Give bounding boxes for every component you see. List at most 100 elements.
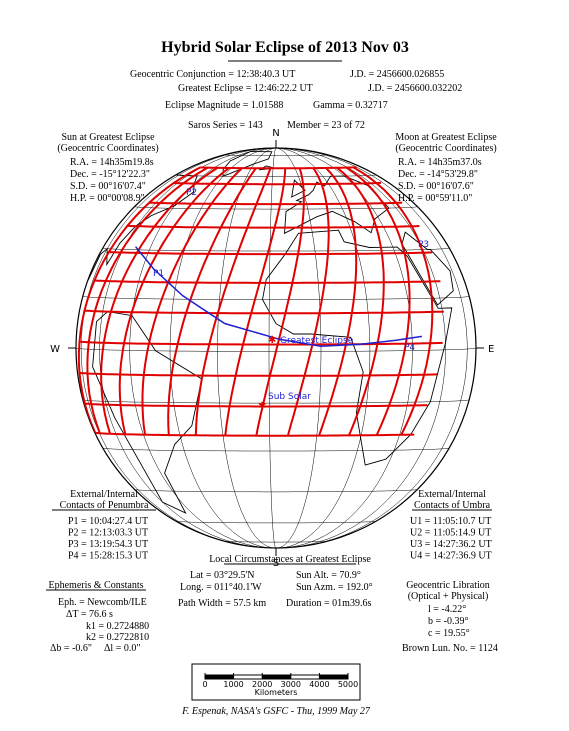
- title-1: (Optical + Physical): [408, 591, 489, 602]
- parallel: [134, 489, 418, 493]
- sub-solar-marker: ✱: [258, 401, 266, 412]
- meridian: [217, 148, 277, 548]
- grid-curve: [94, 279, 441, 284]
- landmass: [401, 231, 454, 306]
- gamma: Gamma = 0.32717: [313, 100, 388, 111]
- rows-1: b = -0.39°: [428, 616, 468, 627]
- parallel: [223, 154, 328, 156]
- title-1: Contacts of Penumbra: [60, 500, 149, 511]
- greatest-jd: J.D. = 2456600.032202: [368, 83, 462, 94]
- parallel: [82, 399, 470, 404]
- grid-curve: [100, 166, 219, 435]
- rows-0: U1 = 11:05:10.7 UT: [410, 516, 491, 527]
- title-0: Sun at Greatest Eclipse: [61, 132, 155, 143]
- rows-3: H.P. = 00°00'08.9": [70, 193, 145, 204]
- footer: F. Espenak, NASA's GSFC - Thu, 1999 May …: [181, 706, 371, 717]
- duration: Duration = 01m39.6s: [286, 598, 371, 609]
- points-1: P2: [186, 188, 197, 198]
- points-2: P3: [418, 240, 429, 250]
- grid-curve: [86, 166, 209, 434]
- points-3: P4: [404, 343, 415, 353]
- grid-curve: [318, 167, 358, 436]
- ticks-5: 5000: [338, 680, 358, 689]
- graticule: [76, 148, 476, 548]
- meridian: [80, 148, 277, 548]
- rows-0: R.A. = 14h35m37.0s: [398, 157, 482, 168]
- landmass: [283, 175, 390, 235]
- title-0: External/Internal: [70, 489, 138, 500]
- south: S: [273, 558, 279, 569]
- rows-3: P4 = 15:28:15.3 UT: [68, 551, 148, 562]
- meridian: [275, 148, 476, 527]
- title-0: Moon at Greatest Eclipse: [395, 132, 497, 143]
- grid-curve: [77, 166, 201, 434]
- title: Hybrid Solar Eclipse of 2013 Nov 03: [161, 39, 409, 56]
- grid-curve: [84, 309, 444, 315]
- scale-bar-segment: [205, 675, 234, 679]
- lat: Lat = 03°29.5'N: [190, 570, 255, 581]
- texts: Hybrid Solar Eclipse of 2013 Nov 03 Geoce…: [49, 39, 498, 717]
- points-0: P1: [153, 269, 164, 279]
- globe: ✱ ✱: [68, 140, 484, 556]
- parallel: [176, 520, 376, 524]
- ticks-4: 4000: [309, 680, 329, 689]
- meridian: [268, 148, 277, 548]
- scale-bar-segment: [262, 675, 291, 679]
- long: Long. = 011°40.1'W: [180, 582, 262, 593]
- parallel: [224, 540, 328, 543]
- meridian: [169, 148, 277, 548]
- meridian: [275, 148, 468, 548]
- east: E: [488, 344, 494, 355]
- title: Ephemeris & Constants: [49, 580, 144, 591]
- title-0: Geocentric Libration: [406, 580, 490, 591]
- subsolar-label: Sub Solar: [268, 392, 311, 402]
- rows-2: P3 = 13:19:54.3 UT: [68, 539, 148, 550]
- meridian: [275, 148, 413, 548]
- grid-curve: [127, 224, 420, 229]
- meridian: [129, 148, 277, 548]
- grid-curve: [79, 371, 438, 377]
- rows-0: l = -4.22°: [428, 604, 466, 615]
- grid-curve: [194, 167, 272, 436]
- meridian: [99, 148, 277, 548]
- grid-curve: [149, 201, 403, 206]
- rows-2: S.D. = 00°16'07.4": [70, 181, 146, 192]
- eph: Eph. = Newcomb/ILE: [58, 597, 147, 608]
- path-width: Path Width = 57.5 km: [178, 598, 266, 609]
- unit: Kilometers: [255, 688, 298, 697]
- saros: Saros Series = 143: [188, 120, 263, 131]
- rows-1: P2 = 12:13:03.3 UT: [68, 528, 148, 539]
- rows-2: U3 = 14:27:36.2 UT: [410, 539, 492, 550]
- grid-curve: [173, 181, 382, 186]
- scale-box: [191, 663, 361, 701]
- north: N: [272, 128, 279, 139]
- grid-curve: [286, 167, 330, 436]
- landmass: [291, 179, 306, 198]
- central-line: [135, 246, 423, 347]
- conjunction-jd: J.D. = 2456600.026855: [350, 69, 444, 80]
- rows-3: H.P. = 00°59'11.0": [398, 193, 472, 204]
- grid-curve: [118, 167, 230, 435]
- delta-t: ΔT = 76.6 s: [66, 609, 113, 620]
- rows-2: S.D. = 00°16'07.6": [398, 181, 474, 192]
- grid-curve: [255, 167, 305, 436]
- conjunction: Geocentric Conjunction = 12:38:40.3 UT: [130, 69, 295, 80]
- greatest-eclipse-marker: ✱: [268, 335, 276, 346]
- title-1: (Geocentric Coordinates): [57, 143, 158, 154]
- sun-alt: Sun Alt. = 70.9°: [296, 570, 361, 581]
- grid-curve: [108, 251, 433, 256]
- grid-curve: [79, 340, 443, 346]
- rows-2: c = 19.55°: [428, 628, 470, 639]
- scale-bar-segment: [319, 675, 348, 679]
- rows-1: Dec. = -15°12'22.3": [70, 169, 150, 180]
- grid-curve: [336, 167, 385, 436]
- landmass: [87, 174, 198, 280]
- grid-curve: [84, 402, 428, 408]
- parallel: [82, 296, 470, 300]
- eclipse-grid: [77, 166, 444, 437]
- title-1: (Geocentric Coordinates): [395, 143, 496, 154]
- greatest-label: Greatest Eclipse: [280, 336, 354, 346]
- k2: k2 = 0.2722810: [86, 632, 149, 643]
- rows-1: U2 = 11:05:14.9 UT: [410, 528, 491, 539]
